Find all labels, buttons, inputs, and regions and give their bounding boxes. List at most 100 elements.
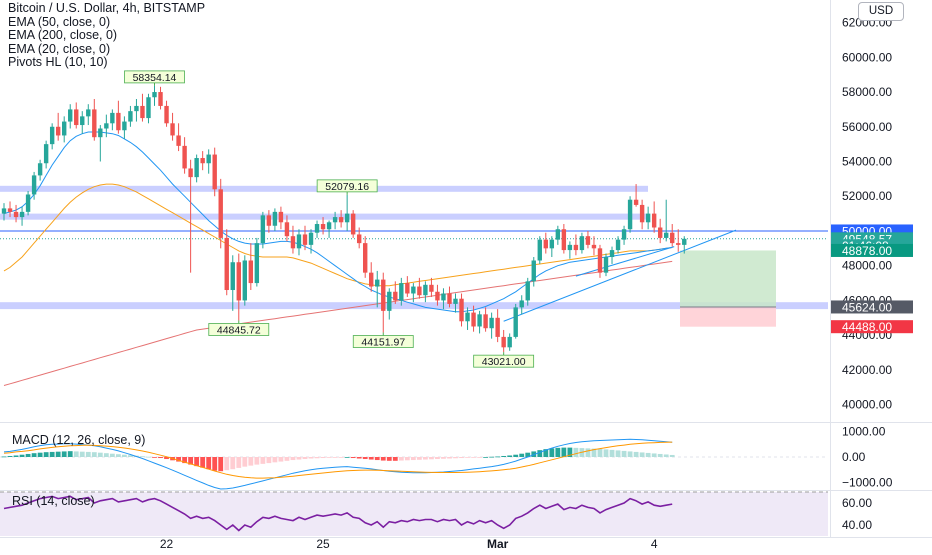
candle-up xyxy=(489,317,494,329)
macd-histogram-bar xyxy=(585,448,591,457)
candle-up xyxy=(621,229,627,240)
candle-down xyxy=(290,236,296,249)
candle-down xyxy=(356,234,362,244)
candle-down xyxy=(55,126,61,136)
candle-down xyxy=(182,145,187,169)
macd-histogram-bar xyxy=(73,451,79,457)
macd-histogram-bar xyxy=(254,457,260,465)
candle-down xyxy=(651,213,657,228)
candle-up xyxy=(567,244,573,251)
price-axis-label-text: 48878.00 xyxy=(842,244,892,258)
macd-histogram-bar xyxy=(61,451,67,457)
candle-up xyxy=(615,239,621,251)
candle-down xyxy=(369,272,374,287)
candle-up xyxy=(525,281,530,301)
candle-up xyxy=(242,260,247,301)
candle-up xyxy=(86,109,91,117)
pivot-label-box xyxy=(208,323,270,336)
price-tick-label: 40000.00 xyxy=(842,398,892,412)
price-tick-label: 42000.00 xyxy=(842,363,892,377)
macd-histogram-bar xyxy=(188,457,194,465)
macd-histogram-bar xyxy=(85,451,91,457)
candle-up xyxy=(375,279,380,287)
candle-up xyxy=(296,234,302,249)
candle-up xyxy=(399,283,404,301)
macd-histogram-bar xyxy=(43,452,49,457)
price-axis-label-box xyxy=(831,243,913,257)
macd-histogram-bar xyxy=(543,449,549,457)
macd-histogram-bar xyxy=(260,457,266,464)
macd-histogram-bar xyxy=(495,456,501,458)
candle-down xyxy=(573,244,579,251)
candle-up xyxy=(254,243,260,284)
macd-histogram-bar xyxy=(501,455,507,457)
candle-down xyxy=(164,105,169,124)
candle-up xyxy=(579,236,585,251)
chart-title[interactable]: Bitcoin / U.S. Dollar, 4h, BITSTAMP xyxy=(8,1,206,15)
macd-histogram-bar xyxy=(645,452,651,457)
price-tick-label: 58000.00 xyxy=(842,85,892,99)
macd-histogram-bar xyxy=(212,457,218,471)
macd-histogram-bar xyxy=(37,452,43,457)
macd-pane[interactable] xyxy=(0,438,828,490)
currency-button[interactable]: USD xyxy=(858,2,904,21)
candle-down xyxy=(200,158,205,164)
macd-histogram-bar xyxy=(272,457,278,463)
rsi-title[interactable]: RSI (14, close) xyxy=(12,494,95,508)
ema20-line xyxy=(3,131,673,313)
macd-histogram-bar xyxy=(266,457,272,464)
candle-up xyxy=(31,175,37,195)
candle-down xyxy=(302,234,308,245)
macd-histogram-bar xyxy=(519,453,525,457)
macd-histogram-bar xyxy=(362,457,368,460)
macd-histogram-bar xyxy=(423,457,428,460)
candle-down xyxy=(471,312,476,327)
candle-up xyxy=(507,336,512,348)
pivot-label-text: 52079.16 xyxy=(325,181,369,193)
pivot-label-text: 44151.97 xyxy=(361,337,405,349)
time-tick-label: 4 xyxy=(651,537,658,550)
candle-up xyxy=(230,262,235,291)
rsi-band xyxy=(0,492,828,536)
rsi-line xyxy=(3,495,673,532)
candle-up xyxy=(519,300,524,308)
ema50-line xyxy=(3,183,673,287)
rsi-tick-label: 60.00 xyxy=(842,496,872,510)
legend-ema50[interactable]: EMA (50, close, 0) xyxy=(8,14,111,29)
candle-down xyxy=(591,244,597,249)
candle-down xyxy=(212,154,217,190)
candle-up xyxy=(682,238,687,245)
macd-histogram-bar xyxy=(567,447,573,457)
legend-ema20[interactable]: EMA (20, close, 0) xyxy=(8,41,111,56)
candle-up xyxy=(344,213,350,223)
macd-title[interactable]: MACD (12, 26, close, 9) xyxy=(12,433,146,447)
macd-histogram-bar xyxy=(7,455,13,457)
macd-line xyxy=(3,438,673,490)
rsi-pane[interactable] xyxy=(0,491,828,536)
macd-histogram-bar xyxy=(182,457,187,464)
macd-histogram-bar xyxy=(236,457,242,468)
candle-up xyxy=(531,260,536,282)
candle-down xyxy=(13,211,19,218)
candle-down xyxy=(405,283,410,294)
legend-pivots[interactable]: Pivots HL (10, 10) xyxy=(8,55,108,69)
candle-down xyxy=(320,224,326,230)
candle-down xyxy=(561,229,567,251)
pivot-label-box xyxy=(473,354,535,368)
price-pane[interactable]: 58354.14 52079.16 44845.72 44151.97 43021.00 xyxy=(0,70,828,386)
candle-up xyxy=(477,314,482,327)
candle-down xyxy=(74,109,79,126)
candle-down xyxy=(92,109,97,138)
macd-histogram-bar xyxy=(176,457,181,462)
macd-histogram-bar xyxy=(103,453,109,457)
candle-up xyxy=(37,163,43,176)
legend-ema200[interactable]: EMA (200, close, 0) xyxy=(8,28,118,42)
axes-layer: 62000.0060000.0058000.0056000.0054000.00… xyxy=(160,16,913,551)
macd-signal-line xyxy=(3,441,673,479)
macd-histogram-bar xyxy=(290,457,296,461)
macd-histogram-bar xyxy=(591,448,597,457)
candle-up xyxy=(664,232,669,238)
pivot-label-text: 58354.14 xyxy=(133,72,177,84)
